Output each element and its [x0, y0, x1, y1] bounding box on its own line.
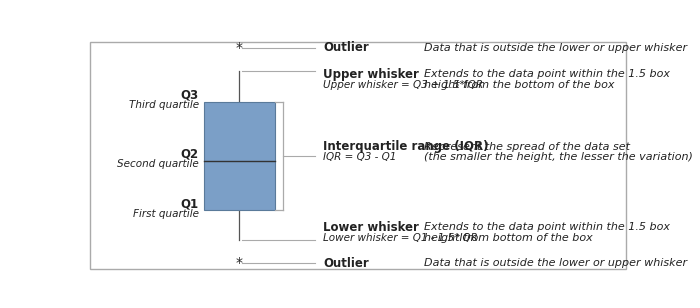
Text: *: * — [236, 41, 243, 55]
Text: Outlier: Outlier — [323, 257, 369, 270]
Text: Lower whisker = Q1 - 1.5*IQR: Lower whisker = Q1 - 1.5*IQR — [323, 233, 478, 243]
Text: Interquartile range (IQR): Interquartile range (IQR) — [323, 140, 489, 153]
Text: Upper whisker = Q3 + 1.5*IQR: Upper whisker = Q3 + 1.5*IQR — [323, 80, 484, 90]
Text: Q2: Q2 — [181, 148, 199, 161]
Text: height from bottom of the box: height from bottom of the box — [424, 233, 593, 243]
Text: Q1: Q1 — [181, 198, 199, 211]
Text: First quartile: First quartile — [133, 209, 199, 219]
Text: Lower whisker: Lower whisker — [323, 221, 419, 234]
Text: IQR = Q3 - Q1: IQR = Q3 - Q1 — [323, 152, 397, 162]
Text: Third quartile: Third quartile — [129, 99, 199, 110]
Text: Second quartile: Second quartile — [117, 159, 199, 169]
Text: Data that is outside the lower or upper whisker: Data that is outside the lower or upper … — [424, 258, 687, 269]
Bar — [204, 102, 274, 210]
Text: Extends to the data point within the 1.5 box: Extends to the data point within the 1.5… — [424, 69, 670, 79]
Text: *: * — [236, 257, 243, 270]
Text: Extends to the data point within the 1.5 box: Extends to the data point within the 1.5… — [424, 222, 670, 232]
Text: height from the bottom of the box: height from the bottom of the box — [424, 80, 615, 90]
Text: Outlier: Outlier — [323, 41, 369, 54]
Text: (the smaller the height, the lesser the variation): (the smaller the height, the lesser the … — [424, 152, 693, 162]
Text: Represent the spread of the data set: Represent the spread of the data set — [424, 142, 630, 152]
Text: Upper whisker: Upper whisker — [323, 68, 419, 81]
Text: Q3: Q3 — [181, 89, 199, 102]
Text: Data that is outside the lower or upper whisker: Data that is outside the lower or upper … — [424, 43, 687, 53]
